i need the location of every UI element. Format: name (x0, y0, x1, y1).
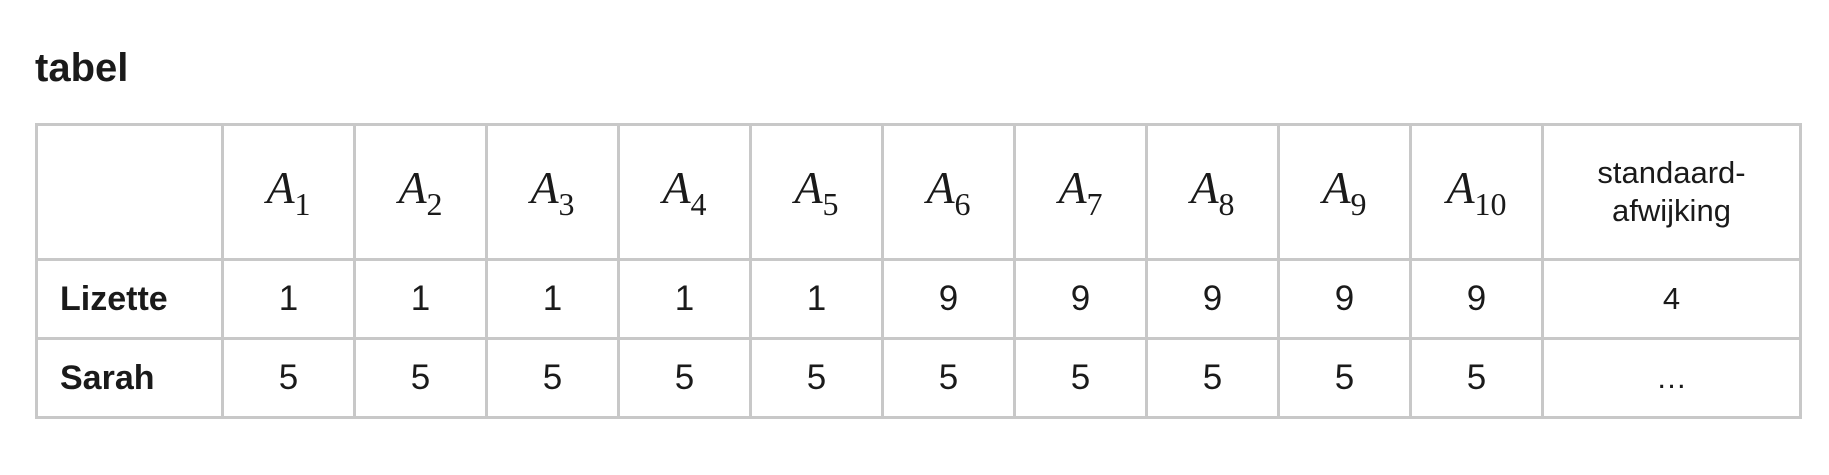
variable-subscript: 1 (294, 186, 311, 222)
variable-name: A (1190, 162, 1219, 213)
table-cell: 5 (1145, 337, 1280, 419)
column-header-a9: A9 (1277, 123, 1412, 261)
variable-subscript: 6 (954, 186, 971, 222)
variable-subscript: 5 (822, 186, 839, 222)
variable-subscript: 8 (1218, 186, 1235, 222)
column-header-a4: A4 (617, 123, 752, 261)
column-header-a10: A10 (1409, 123, 1544, 261)
table-cell: 5 (1409, 337, 1544, 419)
standard-deviation-cell: … (1541, 337, 1802, 419)
variable-name: A (794, 162, 823, 213)
table-cell: 9 (1409, 258, 1544, 340)
row-label: Lizette (35, 258, 224, 340)
variable-subscript: 7 (1086, 186, 1103, 222)
data-table: A1 A2 A3 A4 A5 A6 A7 A8 A9 A10 standaard-afwijking… (35, 123, 1802, 419)
table-cell: 1 (353, 258, 488, 340)
column-header-a7: A7 (1013, 123, 1148, 261)
table-cell: 9 (1277, 258, 1412, 340)
header-row: A1 A2 A3 A4 A5 A6 A7 A8 A9 A10 standaard-afwijking (35, 123, 1802, 261)
table-cell: 5 (1013, 337, 1148, 419)
table-cell: 5 (749, 337, 884, 419)
table-cell: 9 (1013, 258, 1148, 340)
table-cell: 5 (617, 337, 752, 419)
table-cell: 1 (221, 258, 356, 340)
variable-subscript: 10 (1474, 186, 1507, 222)
column-header-a3: A3 (485, 123, 620, 261)
variable-subscript: 4 (690, 186, 707, 222)
corner-cell (35, 123, 224, 261)
variable-name: A (1058, 162, 1087, 213)
variable-name: A (1446, 162, 1475, 213)
standard-deviation-cell: 4 (1541, 258, 1802, 340)
table-title: tabel (35, 46, 129, 90)
table-cell: 5 (1277, 337, 1412, 419)
header-line: afwijking (1612, 193, 1731, 228)
table-cell: 5 (485, 337, 620, 419)
header-line: standaard- (1597, 155, 1746, 190)
column-header-a2: A2 (353, 123, 488, 261)
variable-name: A (926, 162, 955, 213)
table-cell: 5 (353, 337, 488, 419)
table-cell: 9 (881, 258, 1016, 340)
variable-name: A (530, 162, 559, 213)
table-cell: 5 (221, 337, 356, 419)
table-cell: 1 (485, 258, 620, 340)
variable-name: A (662, 162, 691, 213)
column-header-standard-deviation: standaard-afwijking (1541, 123, 1802, 261)
table-row: Sarah 5 5 5 5 5 5 5 5 5 5… (35, 337, 1802, 419)
variable-subscript: 9 (1350, 186, 1367, 222)
column-header-a1: A1 (221, 123, 356, 261)
table-cell: 1 (617, 258, 752, 340)
variable-name: A (266, 162, 295, 213)
variable-subscript: 2 (426, 186, 443, 222)
variable-name: A (1322, 162, 1351, 213)
column-header-a5: A5 (749, 123, 884, 261)
variable-subscript: 3 (558, 186, 575, 222)
table-row: Lizette 1 1 1 1 1 9 9 9 9 9 4 (35, 258, 1802, 340)
table-cell: 5 (881, 337, 1016, 419)
variable-name: A (398, 162, 427, 213)
column-header-a8: A8 (1145, 123, 1280, 261)
table-cell: 1 (749, 258, 884, 340)
table-cell: 9 (1145, 258, 1280, 340)
column-header-a6: A6 (881, 123, 1016, 261)
row-label: Sarah (35, 337, 224, 419)
